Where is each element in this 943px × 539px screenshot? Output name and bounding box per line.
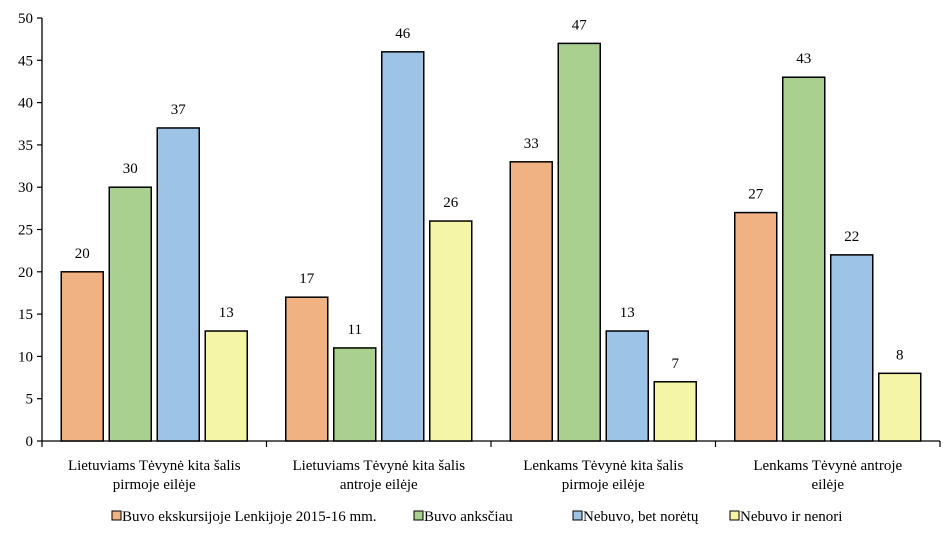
bar [60, 271, 104, 442]
data-label: 46 [395, 26, 411, 42]
y-tick-label: 35 [18, 138, 33, 154]
data-label: 37 [171, 102, 187, 118]
x-tick-label: Lenkams Tėvynė kita šalis [523, 458, 683, 474]
bar [429, 220, 473, 442]
data-label: 8 [896, 347, 904, 363]
legend-swatch [413, 510, 424, 521]
y-tick-label: 0 [26, 434, 34, 450]
data-label: 7 [672, 356, 680, 372]
data-label: 17 [299, 271, 315, 287]
bar [782, 76, 826, 442]
legend-swatch [111, 510, 122, 521]
legend-label: Nebuvo ir nenori [740, 509, 842, 525]
bar [204, 330, 248, 442]
data-label: 13 [620, 305, 635, 321]
bar [509, 161, 553, 442]
bar [333, 347, 377, 442]
bar [830, 254, 874, 442]
x-tick-label: pirmoje eilėje [113, 477, 196, 493]
y-tick-label: 40 [18, 96, 33, 112]
data-label: 11 [348, 322, 362, 338]
bar [878, 372, 922, 442]
x-tick-label: Lietuviams Tėvynė kita šalis [292, 458, 465, 474]
bar [605, 330, 649, 442]
y-tick-label: 50 [18, 11, 33, 27]
bar [156, 127, 200, 442]
bar [381, 51, 425, 442]
legend-swatch [729, 510, 740, 521]
y-tick-label: 5 [26, 392, 34, 408]
y-tick-label: 30 [18, 180, 33, 196]
bar [653, 381, 697, 442]
bar [108, 186, 152, 442]
legend-label: Nebuvo, bet norėtų [583, 509, 699, 525]
data-label: 20 [75, 246, 90, 262]
data-label: 27 [748, 187, 764, 203]
y-tick-label: 45 [18, 53, 33, 69]
data-label: 22 [844, 229, 859, 245]
legend-label: Buvo anksčiau [424, 509, 513, 525]
legend-label: Buvo ekskursijoje Lenkijoje 2015-16 mm. [122, 509, 377, 525]
bar [734, 211, 778, 442]
data-label: 26 [443, 195, 459, 211]
legend-swatch [572, 510, 583, 521]
data-label: 13 [219, 305, 234, 321]
y-tick-label: 20 [18, 265, 33, 281]
bar [285, 296, 329, 442]
data-label: 47 [572, 17, 588, 33]
x-tick-label: antroje eilėje [340, 477, 418, 493]
x-tick-label: eilėje [812, 477, 845, 493]
x-tick-label: Lietuviams Tėvynė kita šalis [68, 458, 241, 474]
y-tick-label: 15 [18, 307, 33, 323]
y-tick-label: 25 [18, 223, 33, 239]
y-tick-label: 10 [18, 349, 33, 365]
x-tick-label: pirmoje eilėje [562, 477, 645, 493]
x-tick-label: Lenkams Tėvynė antroje [753, 458, 902, 474]
data-label: 33 [524, 136, 539, 152]
bar [557, 42, 601, 442]
data-label: 43 [796, 51, 811, 67]
data-label: 30 [123, 161, 138, 177]
